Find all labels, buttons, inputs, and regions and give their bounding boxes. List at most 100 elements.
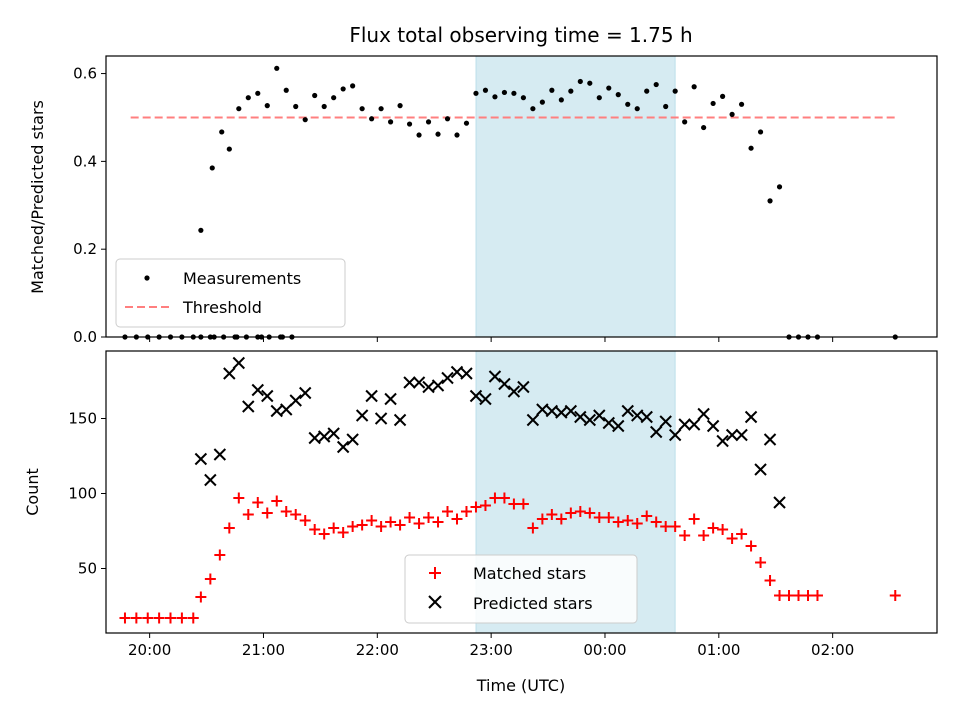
measurement-point (378, 106, 384, 112)
predicted-marker-b (346, 433, 359, 446)
measurement-point (549, 87, 555, 93)
matched-star-point (261, 507, 273, 519)
predicted-marker-b (299, 386, 312, 400)
matched-star-point (252, 497, 264, 508)
measurement-point (511, 90, 517, 96)
matched-star-point (669, 521, 681, 532)
matched-star-point (802, 590, 814, 601)
predicted-star-point (365, 389, 378, 403)
matched-star-point (366, 515, 378, 526)
predicted-star-point (498, 377, 511, 391)
matched-star-point (811, 590, 823, 601)
predicted-star-point (242, 400, 255, 413)
predicted-marker-b (280, 403, 293, 416)
matched-star-point (498, 492, 510, 504)
predicted-marker-b (422, 380, 435, 394)
measurement-point (625, 101, 631, 107)
predicted-marker-b (754, 463, 767, 476)
predicted-marker-b (251, 383, 264, 397)
matched-star-point (290, 509, 302, 520)
predicted-marker-b (612, 419, 625, 433)
matched-star-point (337, 527, 349, 538)
matched-star-point (318, 528, 330, 540)
measurement-point (748, 145, 754, 151)
matched-star-point (584, 507, 596, 519)
legend-measurements-marker (144, 275, 150, 281)
x-tick-label: 23:00 (470, 641, 513, 659)
predicted-star-point (706, 419, 720, 433)
predicted-star-point (754, 463, 767, 476)
predicted-marker-b (498, 377, 511, 391)
predicted-star-point (355, 409, 369, 422)
legend-measurements-label: Measurements (183, 269, 301, 288)
bottom-legend: Matched stars Predicted stars (404, 554, 638, 624)
measurement-point (302, 117, 308, 123)
predicted-marker-b (526, 413, 540, 427)
measurement-point (245, 95, 251, 101)
measurement-point (198, 227, 204, 233)
measurement-point (226, 146, 232, 152)
predicted-marker-b (593, 409, 606, 422)
measurement-point (397, 103, 403, 109)
measurement-point (369, 116, 375, 122)
predicted-marker-b (242, 400, 255, 413)
matched-star-point (432, 516, 444, 528)
legend-matched-label: Matched stars (473, 564, 586, 583)
measurement-point (501, 89, 508, 96)
matched-star-point (204, 573, 216, 585)
bottom-matched-series (119, 492, 901, 624)
matched-star-point (755, 557, 767, 568)
measurement-point (520, 95, 526, 101)
matched-star-point (489, 492, 501, 504)
measurement-point (416, 132, 422, 138)
matched-star-point (631, 518, 643, 529)
x-tick-label: 01:00 (697, 641, 740, 659)
matched-star-point (460, 506, 472, 517)
top-measurements-series (122, 65, 898, 340)
predicted-star-point (251, 383, 264, 397)
top-plot-frame (105, 55, 938, 338)
predicted-marker-b (517, 380, 530, 394)
measurement-point (236, 106, 242, 112)
predicted-star-point (526, 413, 540, 427)
measurement-point (738, 101, 745, 107)
measurement-point (577, 78, 583, 85)
y-tick-label: 100 (68, 485, 97, 503)
matched-star-point (745, 540, 757, 552)
predicted-marker-b (744, 410, 758, 424)
matched-star-point (555, 513, 567, 525)
measurement-point (454, 132, 460, 138)
predicted-star-point (649, 425, 663, 439)
matched-star-point (736, 528, 748, 540)
predicted-star-point (640, 410, 653, 424)
predicted-star-point (403, 376, 416, 389)
matched-star-point (508, 498, 520, 510)
predicted-star-point (336, 440, 350, 454)
predicted-star-point (327, 427, 340, 440)
matched-star-point (404, 512, 416, 523)
matched-star-point (328, 522, 340, 534)
predicted-star-point (507, 385, 521, 398)
bottom-ytick-group: 50 100 150 (68, 410, 106, 578)
predicted-star-point (384, 392, 397, 406)
top-legend: Measurements Threshold (115, 258, 346, 328)
matched-star-point (612, 516, 624, 528)
predicted-marker-b (649, 425, 663, 439)
measurement-point (331, 95, 337, 101)
predicted-star-point (346, 433, 359, 446)
measurement-point (530, 106, 536, 112)
predicted-marker-b (460, 367, 473, 380)
matched-star-point (442, 506, 454, 517)
predicted-star-point (393, 413, 407, 427)
matched-star-point (280, 506, 292, 517)
predicted-star-point (469, 389, 483, 403)
predicted-marker-b (403, 376, 416, 389)
predicted-star-point (659, 415, 672, 428)
matched-star-point (622, 515, 634, 526)
predicted-marker-b (479, 392, 492, 406)
top-ytick-group: 0.0 0.2 0.4 0.6 (73, 65, 106, 346)
matched-star-point (271, 495, 283, 507)
measurement-point (406, 121, 413, 127)
predicted-star-point (317, 430, 331, 443)
measurement-point (729, 111, 735, 117)
